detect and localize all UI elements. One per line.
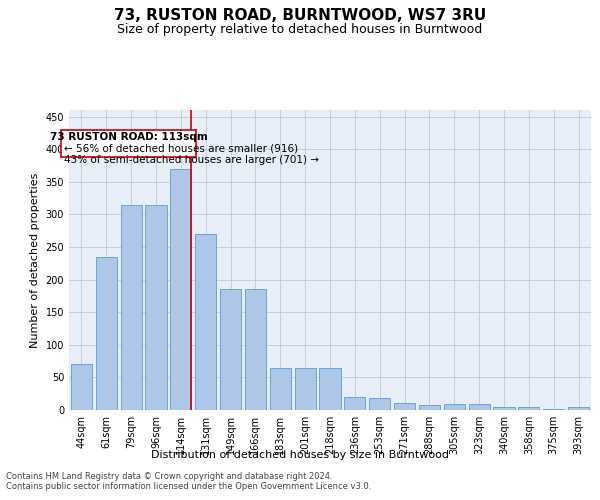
Bar [220,290,241,410]
Text: 73, RUSTON ROAD, BURNTWOOD, WS7 3RU: 73, RUSTON ROAD, BURNTWOOD, WS7 3RU [114,8,486,22]
Bar [121,204,142,410]
Bar [493,408,515,410]
Text: ← 56% of detached houses are smaller (916): ← 56% of detached houses are smaller (91… [64,144,298,154]
Bar [195,234,216,410]
Text: Contains HM Land Registry data © Crown copyright and database right 2024.: Contains HM Land Registry data © Crown c… [6,472,332,481]
Bar [369,398,390,410]
Bar [96,256,117,410]
Text: 43% of semi-detached houses are larger (701) →: 43% of semi-detached houses are larger (… [64,154,319,164]
Bar [344,397,365,410]
Text: 73 RUSTON ROAD: 113sqm: 73 RUSTON ROAD: 113sqm [50,132,208,142]
Bar [270,368,291,410]
Bar [444,404,465,410]
Bar [245,290,266,410]
Y-axis label: Number of detached properties: Number of detached properties [30,172,40,348]
Text: Distribution of detached houses by size in Burntwood: Distribution of detached houses by size … [151,450,449,460]
Bar [71,364,92,410]
Bar [319,368,341,410]
Bar [394,404,415,410]
Text: Contains public sector information licensed under the Open Government Licence v3: Contains public sector information licen… [6,482,371,491]
Bar [469,404,490,410]
Bar [145,204,167,410]
Bar [419,406,440,410]
Bar [568,408,589,410]
Bar [518,408,539,410]
Text: Size of property relative to detached houses in Burntwood: Size of property relative to detached ho… [118,22,482,36]
Bar [295,368,316,410]
Bar [170,168,191,410]
